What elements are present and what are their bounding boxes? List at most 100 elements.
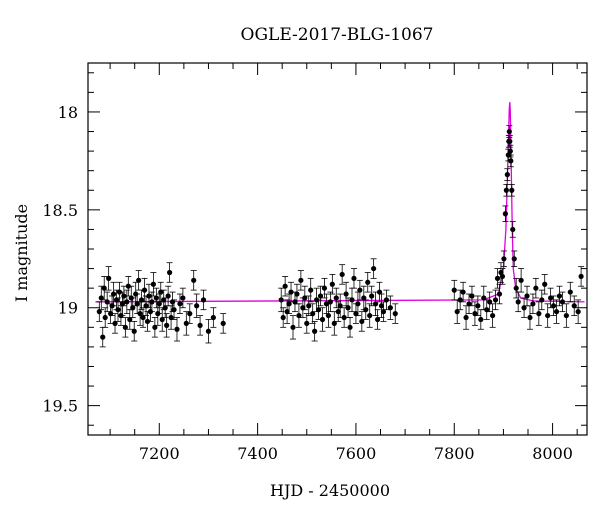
data-point — [575, 299, 582, 324]
y-tick-label: 18 — [58, 103, 78, 122]
data-marker — [504, 172, 510, 178]
data-marker — [559, 299, 566, 305]
data-marker — [492, 297, 499, 303]
data-marker — [387, 305, 393, 311]
data-marker — [536, 311, 542, 317]
data-marker — [294, 291, 300, 297]
data-point — [477, 309, 484, 330]
tick-labels: 7200 7400 7600 7800 8000 18 18.5 19 19.5 — [42, 103, 573, 463]
data-point — [480, 285, 487, 311]
data-point — [129, 297, 136, 318]
data-point — [387, 295, 394, 320]
data-marker — [284, 309, 290, 315]
data-marker — [357, 287, 363, 293]
data-point — [506, 125, 513, 138]
data-point — [98, 285, 105, 311]
data-marker — [499, 273, 506, 280]
data-marker — [503, 187, 509, 193]
data-point — [140, 307, 147, 328]
data-point — [483, 299, 490, 320]
data-point — [288, 281, 295, 303]
data-marker — [510, 226, 516, 233]
data-point — [135, 270, 142, 291]
plot-frame — [87, 62, 588, 436]
data-marker — [496, 291, 503, 297]
x-tick-label: 8000 — [532, 444, 573, 463]
data-marker — [337, 303, 343, 309]
data-marker — [369, 293, 375, 299]
data-point — [503, 183, 510, 197]
data-marker — [347, 324, 353, 330]
data-point — [159, 307, 166, 332]
data-marker — [487, 299, 493, 305]
data-marker — [363, 307, 369, 313]
data-point — [319, 307, 326, 332]
data-marker — [306, 303, 312, 309]
data-point — [205, 319, 212, 344]
data-marker — [183, 320, 189, 326]
data-marker — [317, 293, 324, 299]
x-tick-label: 7400 — [237, 444, 278, 463]
data-marker — [278, 297, 284, 303]
data-marker — [325, 312, 332, 319]
data-point — [376, 281, 383, 303]
data-point — [151, 317, 158, 338]
data-point — [383, 289, 390, 311]
data-marker — [319, 316, 326, 323]
data-point — [280, 307, 287, 328]
data-marker — [513, 285, 519, 291]
data-marker — [335, 309, 341, 315]
data-point — [538, 289, 545, 311]
data-marker — [104, 299, 110, 305]
data-marker — [312, 328, 318, 334]
data-point — [137, 301, 144, 326]
data-marker — [563, 312, 569, 319]
data-marker — [478, 316, 484, 323]
data-marker — [141, 287, 148, 293]
data-marker — [127, 316, 133, 323]
data-marker — [302, 295, 308, 301]
data-marker — [567, 289, 573, 295]
data-point — [104, 291, 111, 313]
data-point — [529, 293, 536, 315]
data-marker — [164, 322, 170, 328]
data-point — [197, 315, 204, 336]
x-axis-label: HJD - 2450000 — [270, 481, 390, 500]
data-point — [362, 299, 369, 320]
data-marker — [115, 307, 121, 313]
data-marker — [454, 309, 460, 315]
data-marker — [550, 303, 557, 309]
data-marker — [102, 314, 108, 321]
data-marker — [509, 187, 515, 193]
data-marker — [321, 285, 328, 291]
data-marker — [365, 279, 371, 285]
data-point — [511, 250, 518, 268]
data-point — [168, 305, 175, 330]
data-point — [295, 303, 302, 328]
data-marker — [481, 295, 487, 301]
data-marker — [484, 307, 490, 313]
data-marker — [507, 148, 513, 154]
data-point — [307, 277, 314, 303]
data-marker — [200, 297, 207, 303]
data-point — [122, 317, 129, 338]
data-marker — [298, 277, 304, 283]
data-marker — [112, 320, 118, 326]
data-point — [299, 297, 306, 318]
data-marker — [168, 314, 174, 321]
data-layer — [96, 125, 585, 348]
data-marker — [152, 324, 158, 330]
data-marker — [392, 311, 398, 317]
data-marker — [353, 311, 359, 317]
data-marker — [359, 318, 365, 325]
data-point — [173, 317, 180, 342]
data-marker — [490, 312, 496, 319]
data-point — [176, 293, 183, 315]
data-point — [148, 291, 155, 313]
data-point — [293, 283, 300, 305]
data-point — [309, 303, 316, 324]
data-marker — [380, 309, 387, 315]
data-point — [374, 309, 381, 330]
data-marker — [548, 295, 554, 301]
data-point — [460, 281, 467, 303]
